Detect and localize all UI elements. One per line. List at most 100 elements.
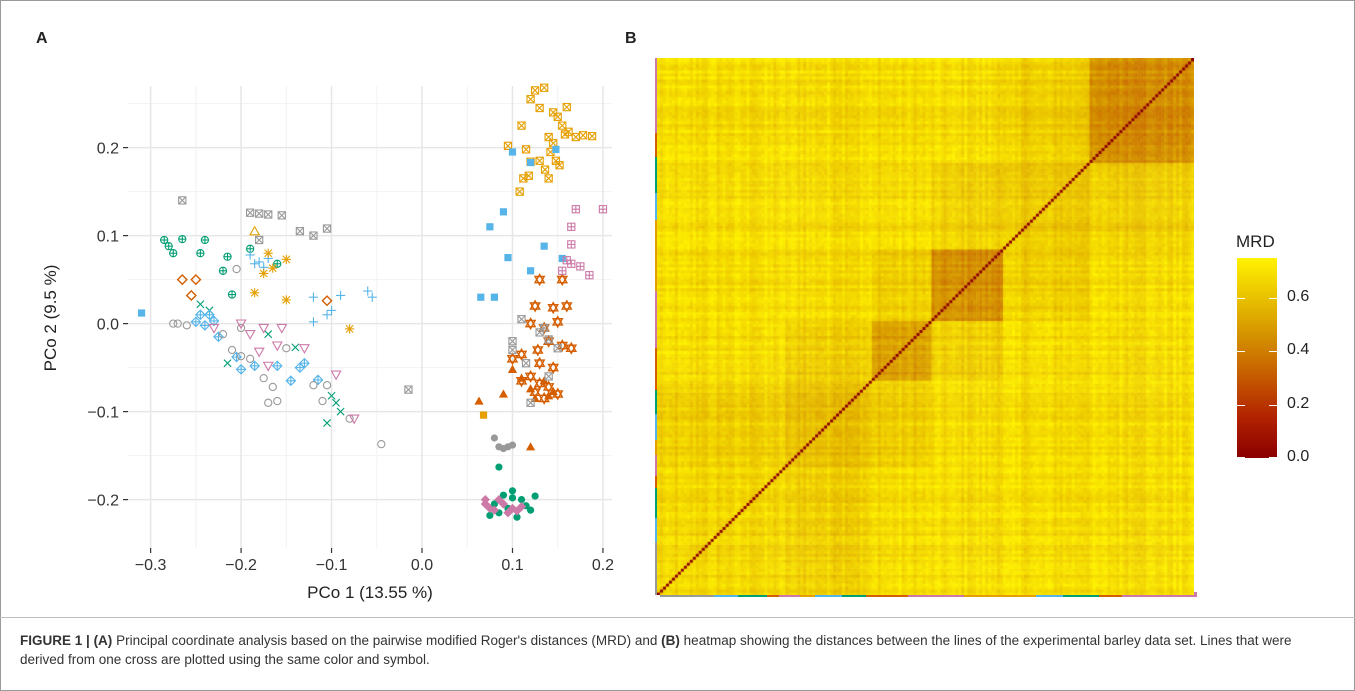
scatter-point — [526, 398, 535, 407]
scatter-point — [160, 235, 169, 245]
scatter-point — [330, 370, 342, 381]
scatter-point — [547, 301, 559, 315]
scatter-point — [564, 127, 573, 136]
mrd-heatmap — [657, 58, 1194, 595]
panel-a-label: A — [36, 30, 48, 47]
scatter-point — [264, 398, 273, 407]
scatter-point — [539, 83, 549, 92]
scatter-point — [218, 330, 228, 339]
scatter-point — [535, 328, 544, 337]
scatter-point — [345, 324, 355, 334]
scatter-point — [526, 267, 535, 275]
scatter-point — [327, 391, 336, 400]
colorbar-tick — [1237, 404, 1245, 406]
scatter-point — [512, 506, 522, 516]
scatter-point — [258, 323, 270, 334]
scatter-point — [200, 235, 210, 245]
colorbar-tick — [1269, 351, 1277, 353]
scatter-point — [268, 263, 278, 273]
scatter-point — [567, 222, 576, 231]
scatter-point — [486, 511, 494, 520]
scatter-point — [223, 252, 232, 261]
scatter-points — [137, 83, 608, 521]
scatter-point — [567, 259, 576, 268]
scatter-point — [508, 494, 517, 502]
scatter-point — [231, 351, 242, 363]
scatter-point — [204, 309, 215, 321]
scatter-point — [519, 174, 528, 183]
colorbar-tick — [1237, 298, 1245, 299]
scatter-point — [308, 292, 319, 302]
scatter-point — [515, 187, 524, 196]
scatter-point — [190, 316, 202, 328]
scatter-point — [524, 369, 537, 383]
scatter-point — [250, 259, 260, 269]
scatter-point — [262, 361, 274, 372]
mrd-heatmap-canvas — [657, 58, 1194, 595]
scatter-point — [281, 254, 291, 264]
scatter-point — [521, 145, 531, 154]
scatter-point — [255, 209, 264, 218]
scatter-point — [173, 319, 182, 328]
scatter-point — [271, 360, 283, 372]
scatter-point — [271, 341, 283, 352]
scatter-point — [516, 373, 527, 382]
scatter-point — [244, 330, 256, 340]
scatter-point — [322, 310, 332, 320]
scatter-point — [553, 344, 562, 353]
scatter-point — [578, 131, 588, 140]
scatter-point — [540, 242, 548, 250]
scatter-point — [565, 341, 578, 355]
scatter-point — [190, 274, 202, 286]
scatter-point — [508, 337, 517, 346]
scatter-point — [178, 196, 187, 205]
colorbar-tick — [1237, 351, 1245, 353]
scatter-point — [571, 205, 580, 214]
scatter-point — [285, 375, 297, 387]
scatter-point — [232, 264, 241, 274]
scatter-point — [312, 374, 324, 386]
colorbar-tick — [1237, 457, 1245, 458]
scatter-point — [227, 345, 237, 355]
scatter-point — [531, 492, 539, 500]
panel-b-label: B — [625, 30, 637, 47]
scatter-point — [567, 240, 576, 249]
scatter-point — [281, 295, 291, 305]
caption-b-tag: (B) — [661, 633, 680, 648]
scatter-point — [273, 396, 282, 406]
scatter-point — [137, 309, 146, 317]
scatter-point — [524, 317, 537, 331]
scatter-point — [196, 249, 205, 258]
scatter-point — [576, 262, 585, 271]
scatter-point — [544, 391, 554, 400]
scatter-point — [178, 234, 187, 244]
scatter-point — [499, 491, 508, 499]
scatter-point — [268, 382, 277, 392]
scatter-y-tick-label: −0.1 — [87, 405, 119, 422]
scatter-point — [309, 381, 318, 390]
scatter-point — [255, 235, 264, 245]
scatter-point — [194, 309, 206, 321]
colorbar — [1237, 258, 1277, 458]
scatter-point — [227, 290, 237, 299]
pco-scatter-plot: −0.3 −0.2 −0.1 0.0 0.1 0.2 −0.2 −0.1 0.0 0.1 0.2 P… — [41, 83, 614, 602]
scatter-point — [474, 396, 484, 405]
scatter-point — [199, 319, 211, 331]
scatter-y-tick-label: 0.0 — [97, 317, 119, 334]
scatter-point — [213, 331, 224, 343]
scatter-point — [530, 86, 540, 95]
scatter-point — [250, 288, 260, 298]
scatter-point — [259, 268, 269, 279]
scatter-point — [508, 345, 517, 355]
scatter-point — [542, 380, 555, 394]
caption-b-text: heatmap showing the distances between th… — [20, 633, 1292, 667]
scatter-point — [245, 250, 255, 260]
scatter-point — [587, 132, 597, 141]
caption-label: FIGURE 1 | — [20, 633, 90, 648]
scatter-point — [533, 273, 546, 287]
scatter-x-tick-label: −0.1 — [316, 557, 348, 574]
scatter-point — [526, 95, 535, 104]
scatter-point — [544, 174, 553, 183]
scatter-point — [169, 319, 178, 328]
scatter-point — [504, 254, 512, 262]
